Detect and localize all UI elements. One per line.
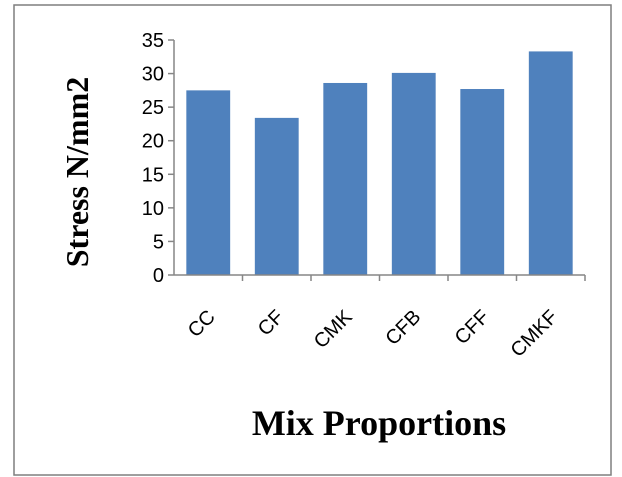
bar-cmkf [528, 51, 573, 275]
bars [186, 51, 573, 276]
bar-cc [186, 90, 231, 275]
y-tick-label: 5 [153, 231, 164, 253]
y-tick-label: 0 [153, 265, 164, 287]
bar-cfb [391, 72, 436, 276]
bar-cff [460, 89, 505, 275]
y-tick-label: 25 [142, 97, 164, 119]
y-tick-label: 20 [142, 131, 164, 153]
y-tick-label: 30 [142, 64, 164, 86]
y-axis-ticks: 0 5 10 15 20 25 30 35 [142, 30, 174, 287]
chart-border [13, 4, 612, 476]
y-axis-title: Stress N/mm2 [59, 77, 95, 268]
x-axis-title: Mix Proportions [252, 403, 506, 443]
y-tick-label: 15 [142, 164, 164, 186]
y-tick-label: 35 [142, 30, 164, 52]
bar-cf [254, 117, 299, 275]
y-tick-label: 10 [142, 198, 164, 220]
bar-cmk [323, 82, 368, 275]
